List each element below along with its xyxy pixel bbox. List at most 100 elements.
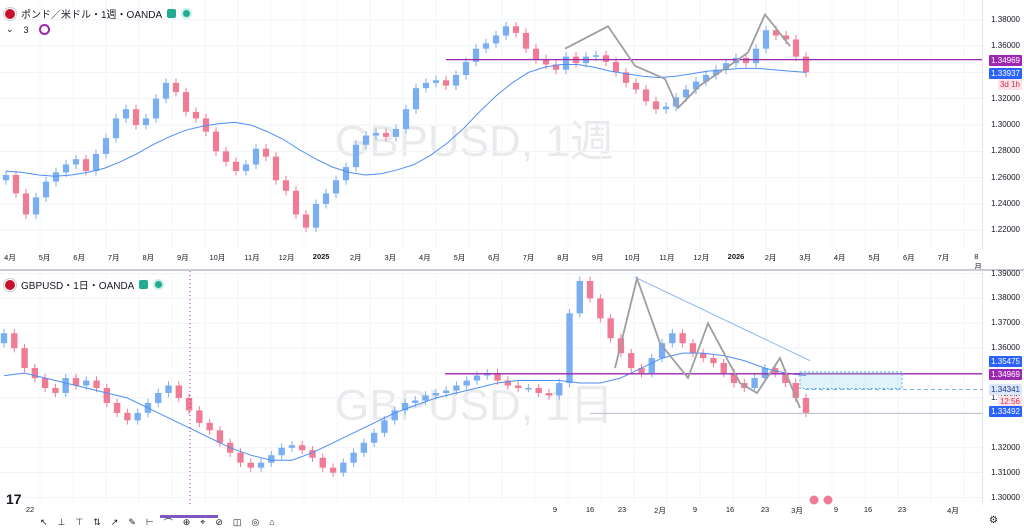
- zoom-icon[interactable]: ⌖: [200, 516, 206, 527]
- daily-time-axis[interactable]: 22 9 16 23 2月 9 16 23 3月 9 16 23 4月: [0, 505, 983, 519]
- candle-body: [802, 397, 810, 413]
- brush-icon[interactable]: ✎: [128, 516, 136, 527]
- candle-body: [782, 35, 790, 40]
- candle-body: [31, 368, 39, 379]
- candle-body: [196, 410, 203, 423]
- weekly-candle-chart[interactable]: [0, 0, 983, 250]
- candle-body: [52, 388, 59, 393]
- candle-body: [72, 378, 80, 386]
- time-tick-label: 2月: [349, 253, 362, 262]
- eye-icon[interactable]: ◎: [251, 516, 260, 527]
- candle-body: [720, 363, 727, 374]
- fib-icon[interactable]: ⇅: [93, 516, 101, 527]
- weekly-symbol-title[interactable]: ポンド／米ドル・1週・OANDA: [21, 10, 163, 21]
- candle-body: [381, 420, 388, 433]
- cursor-icon[interactable]: ↖: [40, 516, 48, 527]
- daily-candle-chart[interactable]: [0, 271, 983, 505]
- candle-body: [782, 373, 789, 384]
- time-tick-label: 2月: [654, 506, 666, 515]
- candle-body: [494, 373, 501, 381]
- candle-body: [309, 450, 316, 458]
- candle-body: [370, 432, 378, 443]
- price-tick-label: 1.30000: [991, 492, 1020, 502]
- indicator-icon[interactable]: [38, 24, 50, 35]
- candle-body: [502, 26, 510, 36]
- candle-body: [362, 135, 370, 145]
- candle-body: [132, 109, 140, 125]
- price-tick-label: 1.36000: [991, 41, 1020, 51]
- candle-body: [556, 383, 563, 396]
- time-tick-label: 3月: [791, 506, 803, 515]
- range-selection-bar[interactable]: [160, 515, 218, 518]
- candle-body: [542, 59, 550, 65]
- candle-body: [152, 98, 160, 119]
- daily-symbol-title[interactable]: GBPUSD・1日・OANDA: [21, 281, 135, 292]
- candle-body: [772, 30, 780, 36]
- indicator-legend[interactable]: ⌄ 3: [6, 24, 50, 35]
- candle-body: [752, 48, 760, 64]
- tradingview-logo[interactable]: 17: [6, 491, 22, 507]
- time-tick-label: 8月: [142, 253, 155, 262]
- hline-icon[interactable]: ⊤: [75, 516, 84, 527]
- time-tick-label: 6月: [73, 253, 85, 262]
- candle-body: [232, 161, 240, 172]
- candle-body: [453, 385, 460, 391]
- time-tick-label: 3月: [384, 253, 397, 262]
- gear-icon[interactable]: ⚙: [989, 515, 998, 526]
- time-tick-label: 6月: [488, 253, 500, 262]
- candle-body: [82, 159, 90, 172]
- candle-body: [372, 132, 380, 136]
- daily-legend[interactable]: GBPUSD・1日・OANDA: [4, 277, 165, 292]
- moving-average-line: [5, 64, 807, 177]
- weekly-price-axis[interactable]: 1.380001.360001.340001.320001.300001.280…: [982, 0, 1024, 250]
- candle-body: [442, 80, 450, 86]
- economic-event-icon: [808, 494, 820, 505]
- candle-body: [329, 467, 337, 473]
- candle-body: [340, 462, 347, 473]
- candle-body: [761, 368, 769, 379]
- candle-timer-tag: 12:56: [997, 396, 1022, 408]
- candle-body: [628, 353, 635, 369]
- time-tick-label: 7月: [937, 253, 950, 262]
- daily-chart-pane[interactable]: GBPUSD・1日・OANDA GBPUSD, 1日 1.39000 1.3800…: [0, 269, 1024, 519]
- time-tick-label: 2026: [727, 252, 745, 261]
- time-tick-label: 8月: [974, 252, 982, 271]
- candle-body: [175, 385, 182, 398]
- path-icon[interactable]: ↗: [110, 516, 119, 527]
- market-open-icon: [181, 8, 193, 19]
- trash-icon[interactable]: ⌂: [269, 517, 275, 527]
- candle-body: [722, 63, 730, 70]
- candle-body: [322, 193, 330, 204]
- candle-body: [802, 56, 810, 73]
- drawing-toolbar[interactable]: ↖ ⊥ ⊤ ⇅ ↗ ✎ ⊢ ⌒ ⊕ ⌖ ⊘ ◫ ◎ ⌂: [40, 515, 560, 529]
- candle-body: [172, 82, 180, 93]
- economic-event-icon: [822, 494, 834, 505]
- trendline-icon[interactable]: ⊥: [57, 516, 66, 527]
- candle-body: [182, 92, 190, 112]
- measure-icon[interactable]: ⊕: [182, 516, 191, 527]
- daily-price-axis[interactable]: 1.390001.380001.370001.360001.350001.340…: [982, 269, 1024, 505]
- chevron-down-icon[interactable]: ⌄: [6, 24, 14, 34]
- pattern-icon[interactable]: ⌒: [163, 517, 173, 528]
- time-tick-label: 12月: [693, 253, 710, 262]
- candle-body: [602, 55, 610, 62]
- time-tick-label: 4月: [419, 253, 431, 262]
- weekly-time-axis[interactable]: 4月 5月 6月 7月 8月 9月 10月 11月 12月 2025 2月 3月 4月 5月 6月 7月 8月 9…: [0, 251, 983, 271]
- weekly-legend[interactable]: ポンド／米ドル・1週・OANDA: [4, 6, 193, 21]
- candle-body: [492, 35, 500, 44]
- candle-body: [247, 462, 254, 468]
- text-icon[interactable]: ⊢: [145, 516, 154, 527]
- candle-body: [278, 447, 285, 456]
- candle-body: [103, 388, 111, 403]
- time-tick-label: 7月: [107, 253, 120, 262]
- price-tick-label: 1.31000: [991, 467, 1020, 477]
- candle-body: [216, 430, 224, 443]
- candle-body: [652, 101, 660, 110]
- candle-body: [298, 445, 306, 451]
- weekly-chart-pane[interactable]: ポンド／米ドル・1週・OANDA ⌄ 3 GBPUSD, 1週 1.38000 1…: [0, 0, 1024, 271]
- level-price-tag: 1.34969: [989, 368, 1022, 380]
- lock-icon[interactable]: ◫: [232, 516, 242, 527]
- candle-body: [292, 190, 300, 215]
- magnet-icon[interactable]: ⊘: [215, 516, 223, 527]
- candle-body: [699, 353, 707, 359]
